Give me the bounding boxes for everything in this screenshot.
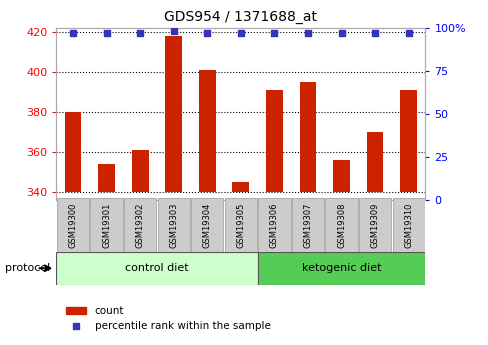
Point <box>304 30 311 36</box>
Text: control diet: control diet <box>125 263 188 273</box>
Legend: count, percentile rank within the sample: count, percentile rank within the sample <box>61 302 274 335</box>
Bar <box>56 252 257 285</box>
Bar <box>325 198 357 252</box>
Point <box>203 30 211 36</box>
Bar <box>131 150 148 192</box>
Bar <box>124 198 156 252</box>
Text: GSM19305: GSM19305 <box>236 203 245 248</box>
Text: GSM19300: GSM19300 <box>68 203 78 248</box>
Bar <box>299 82 316 192</box>
Point <box>337 30 345 36</box>
Bar <box>57 198 89 252</box>
Point <box>102 30 110 36</box>
Bar <box>291 198 324 252</box>
Point <box>404 30 412 36</box>
Bar <box>358 198 390 252</box>
Text: GSM19304: GSM19304 <box>203 203 211 248</box>
Bar <box>232 182 249 192</box>
Bar <box>191 198 223 252</box>
Point <box>136 30 144 36</box>
Text: GSM19301: GSM19301 <box>102 203 111 248</box>
Text: GSM19309: GSM19309 <box>370 203 379 248</box>
Bar <box>332 160 349 192</box>
Bar <box>165 36 182 192</box>
Bar <box>366 132 383 192</box>
Text: GSM19306: GSM19306 <box>269 203 278 248</box>
Bar <box>157 198 189 252</box>
Bar <box>392 198 424 252</box>
Bar <box>199 70 215 192</box>
Bar <box>258 198 290 252</box>
Bar <box>64 112 81 192</box>
Text: ketogenic diet: ketogenic diet <box>301 263 381 273</box>
Point <box>370 30 378 36</box>
Text: GSM19308: GSM19308 <box>336 203 346 248</box>
Title: GDS954 / 1371688_at: GDS954 / 1371688_at <box>164 10 317 24</box>
Bar <box>257 252 425 285</box>
Point <box>270 30 278 36</box>
Text: GSM19307: GSM19307 <box>303 203 312 248</box>
Bar <box>265 90 282 192</box>
Text: GSM19310: GSM19310 <box>403 203 412 248</box>
Bar <box>98 164 115 192</box>
Bar <box>224 198 256 252</box>
Point <box>236 30 244 36</box>
Point <box>69 30 77 36</box>
Text: GSM19302: GSM19302 <box>135 203 144 248</box>
Bar <box>90 198 122 252</box>
Point <box>169 28 177 34</box>
Bar <box>400 90 416 192</box>
Text: GSM19303: GSM19303 <box>169 203 178 248</box>
Text: protocol: protocol <box>5 264 50 273</box>
